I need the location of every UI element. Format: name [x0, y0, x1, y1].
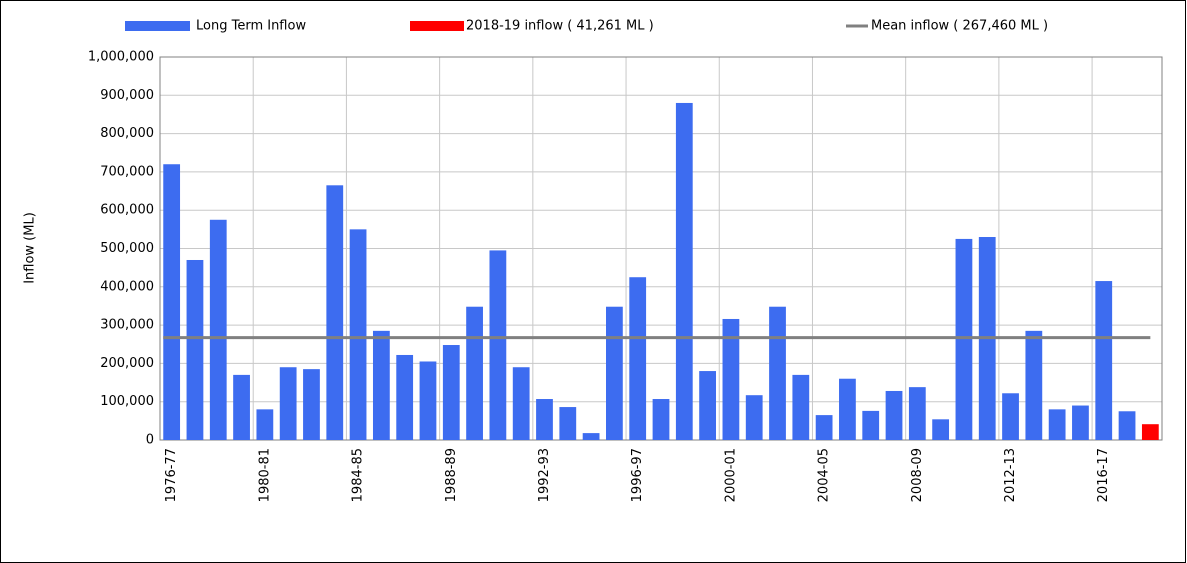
- legend-label: Long Term Inflow: [196, 19, 306, 34]
- bar: [512, 367, 530, 440]
- bar: [908, 387, 926, 440]
- bar: [699, 371, 716, 440]
- bar: [1025, 330, 1043, 440]
- y-axis-label: Inflow (ML): [23, 212, 38, 284]
- bar: [466, 306, 483, 440]
- bar: [372, 330, 390, 440]
- bar: [1072, 405, 1089, 440]
- y-tick-label: 300,000: [100, 318, 154, 333]
- y-tick-label: 800,000: [100, 126, 154, 141]
- legend-swatch: [410, 21, 464, 31]
- legend-label: Mean inflow ( 267,460 ML ): [871, 19, 1048, 34]
- bar: [839, 378, 856, 440]
- bar: [629, 277, 647, 440]
- x-tick-label: 1984-85: [351, 448, 366, 502]
- bar: [815, 415, 833, 440]
- bar: [396, 354, 414, 440]
- bar: [722, 318, 740, 440]
- y-tick-label: 600,000: [100, 203, 154, 218]
- bar: [559, 407, 577, 440]
- y-tick-label: 700,000: [100, 164, 154, 179]
- bar: [792, 374, 810, 440]
- x-tick-label: 2000-01: [723, 448, 738, 502]
- bar: [1002, 393, 1019, 440]
- bar: [256, 409, 274, 440]
- y-tick-label: 1,000,000: [88, 50, 154, 65]
- bar: [349, 229, 367, 440]
- bar: [163, 164, 181, 441]
- y-tick-label: 900,000: [100, 88, 154, 103]
- x-tick-label: 1996-97: [630, 448, 645, 502]
- bar: [303, 369, 320, 440]
- legend-label: 2018-19 inflow ( 41,261 ML ): [466, 19, 654, 34]
- bar: [1118, 411, 1136, 440]
- bar: [1095, 281, 1113, 440]
- x-tick-label: 1992-93: [537, 448, 552, 502]
- x-tick-label: 2008-09: [910, 448, 925, 502]
- bar: [209, 219, 227, 440]
- bar: [652, 399, 670, 440]
- x-tick-label: 2012-13: [1003, 448, 1018, 502]
- bar: [582, 433, 600, 440]
- bar: [1048, 409, 1066, 440]
- bar: [279, 367, 297, 440]
- x-tick-label: 1980-81: [257, 448, 272, 502]
- bar: [442, 345, 460, 440]
- y-tick-label: 200,000: [100, 356, 154, 371]
- legend-swatch: [125, 21, 190, 31]
- bar: [606, 306, 623, 440]
- x-tick-label: 2004-05: [817, 448, 832, 502]
- y-tick-label: 500,000: [100, 241, 154, 256]
- x-tick-label: 1988-89: [444, 448, 459, 502]
- x-tick-label: 2016-17: [1096, 448, 1111, 502]
- bar: [186, 259, 204, 440]
- bar: [769, 306, 786, 440]
- bar: [536, 399, 553, 440]
- bar: [745, 395, 763, 440]
- bar: [489, 250, 507, 440]
- y-tick-label: 100,000: [100, 394, 154, 409]
- x-tick-label: 1976-77: [164, 448, 179, 502]
- bar: [419, 361, 437, 440]
- bar: [885, 390, 903, 440]
- bar: [233, 374, 250, 440]
- bar: [932, 419, 950, 440]
- y-tick-label: 400,000: [100, 279, 154, 294]
- y-tick-label: 0: [146, 433, 154, 448]
- bar: [955, 238, 973, 440]
- bar: [1141, 424, 1159, 440]
- bar: [862, 410, 880, 440]
- bar: [326, 185, 344, 440]
- bar: [675, 102, 693, 441]
